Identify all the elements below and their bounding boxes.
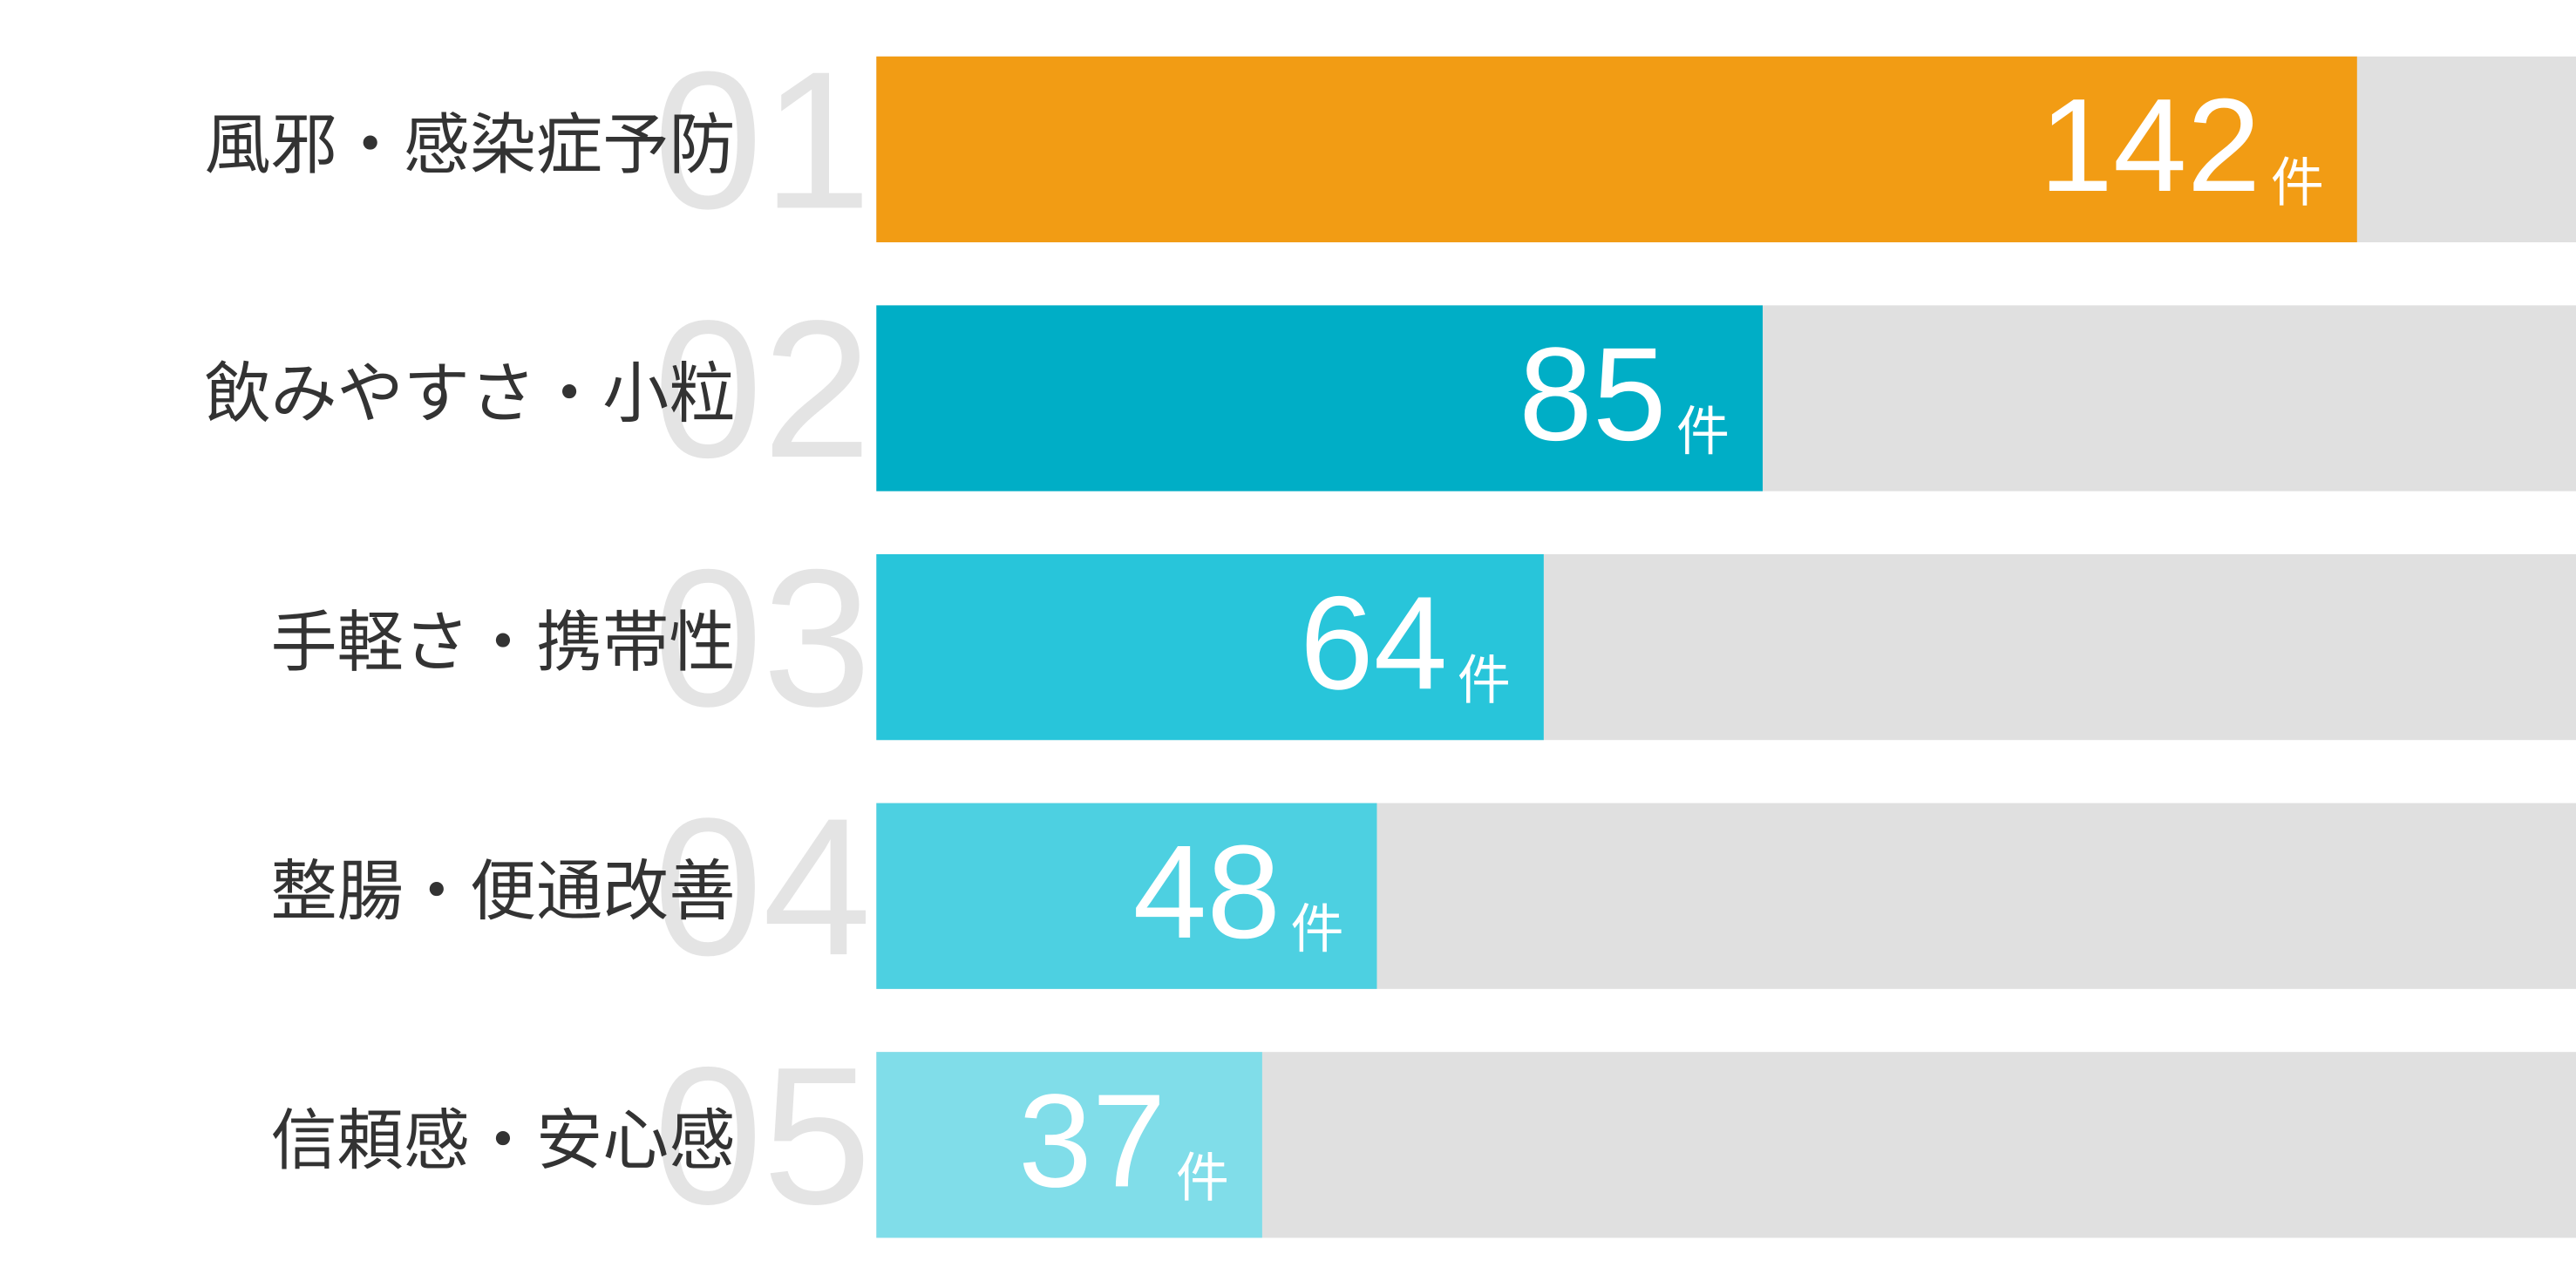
category-label: 飲みやすさ・小粒 xyxy=(204,355,735,432)
category-label: 風邪・感染症予防 xyxy=(204,105,735,183)
value-label: 142 件 xyxy=(2039,71,2323,220)
value-unit: 件 xyxy=(2271,152,2324,214)
bar xyxy=(876,1052,1262,1238)
value-unit: 件 xyxy=(1676,400,1730,462)
value-unit: 件 xyxy=(1458,649,1511,711)
bar xyxy=(876,553,1544,741)
category-label: 信頼感・安心感 xyxy=(270,1101,735,1179)
rank-number: 04 xyxy=(654,777,872,996)
value-label: 48 件 xyxy=(1133,818,1344,966)
value-number: 142 xyxy=(2039,71,2260,220)
bar xyxy=(876,803,1377,989)
value-number: 64 xyxy=(1300,569,1447,717)
category-label: 整腸・便通改善 xyxy=(270,852,735,930)
rank-number: 01 xyxy=(654,30,872,249)
rank-number: 03 xyxy=(654,529,872,748)
value-number: 48 xyxy=(1133,818,1281,966)
value-unit: 件 xyxy=(1290,898,1343,960)
bar xyxy=(876,305,1764,491)
value-label: 64 件 xyxy=(1300,569,1511,717)
category-label: 手軽さ・携帯性 xyxy=(270,604,735,681)
value-label: 85 件 xyxy=(1519,321,1730,469)
value-number: 37 xyxy=(1018,1068,1166,1216)
value-label: 37 件 xyxy=(1018,1068,1229,1216)
bar xyxy=(876,56,2357,243)
value-unit: 件 xyxy=(1176,1147,1229,1209)
rank-number: 02 xyxy=(654,280,872,498)
value-number: 85 xyxy=(1519,321,1666,469)
rank-number: 05 xyxy=(654,1027,872,1245)
